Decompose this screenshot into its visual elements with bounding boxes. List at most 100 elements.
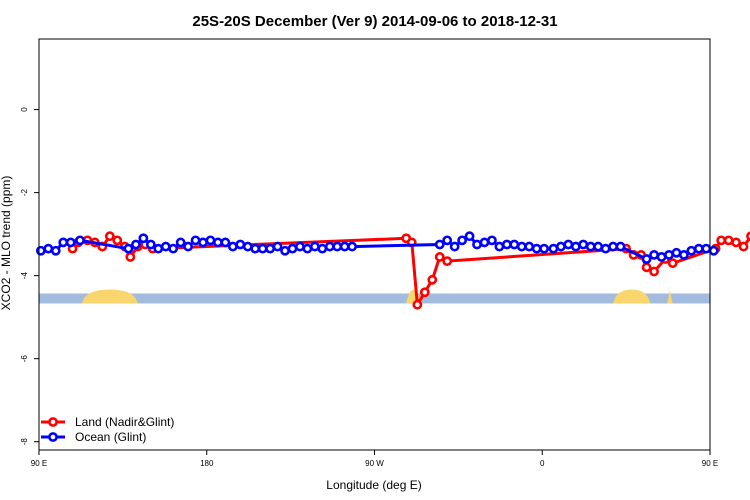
chart-title: 25S-20S December (Ver 9) 2014-09-06 to 2… [192,13,557,30]
data-point [487,235,497,246]
data-point [671,247,682,258]
data-point [563,239,574,250]
data-point [183,241,194,252]
data-point [656,252,667,262]
series-ocean [35,231,719,264]
x-axis-label: Longitude (deg E) [326,478,421,492]
data-point [738,241,749,252]
data-point [227,241,238,252]
legend-marker [48,417,58,427]
data-point [190,235,201,246]
data-point [324,241,335,252]
data-point [664,249,674,260]
data-point [701,243,712,254]
data-point [731,237,741,248]
data-point [287,243,298,254]
data-point [539,243,550,254]
data-point [123,243,134,254]
data-point [412,299,423,310]
data-point [302,243,313,254]
data-point [524,241,535,252]
data-point [145,239,156,250]
legend-entry: Land (Nadir&Glint) [41,415,174,429]
data-point [257,243,268,254]
land-segment [667,289,673,304]
ocean-strip [39,293,710,304]
data-point [434,239,445,250]
data-point [235,239,246,250]
data-point [708,245,719,256]
data-point [339,241,350,252]
legend: Land (Nadir&Glint)Ocean (Glint) [41,415,174,444]
y-axis: 0 -2 -4 -6 -8 [20,107,39,445]
data-point [442,256,453,267]
data-point [464,231,475,242]
data-point [641,254,652,264]
data-point [649,266,659,277]
x-tick-label: 90 W [365,459,384,468]
data-point [723,235,734,246]
legend-entry: Ocean (Glint) [41,430,146,444]
data-point [131,239,141,250]
x-tick-label: 0 [540,459,545,468]
data-point [125,252,136,262]
data-point [494,241,505,252]
data-point [693,243,704,254]
data-point [570,241,581,252]
data-point [509,239,520,250]
data-point [138,233,149,244]
y-axis-label: XCO2 - MLO trend (ppm) [0,176,13,311]
data-point [43,243,54,254]
data-point [309,241,320,252]
data-point [213,237,223,248]
data-point [501,239,512,250]
data-point [516,241,527,252]
data-point [104,231,115,242]
y-tick-label: 0 [20,107,29,112]
data-point [434,252,445,262]
data-point [555,241,566,252]
data-point [58,237,69,248]
y-tick-label: -2 [20,189,29,197]
land-segment [81,289,138,304]
data-point [531,243,542,254]
data-point [649,249,659,260]
data-point [608,241,618,252]
data-point [457,235,468,246]
data-point [585,241,596,252]
x-tick-label: 90 E [702,459,718,468]
data-point [168,243,179,254]
land-ocean-strip [39,289,710,304]
data-point [35,245,46,256]
data-point [746,231,750,241]
data-point [75,235,85,246]
y-tick-label: -8 [20,438,29,446]
data-point [112,235,123,246]
data-point [578,239,589,250]
data-point [615,241,626,252]
land-segment [613,289,651,304]
data-point [198,237,208,248]
x-tick-label: 90 E [31,459,47,468]
data-point [317,243,328,254]
data-point [250,243,261,254]
data-point [280,245,290,256]
data-point [220,237,231,248]
data-point [548,243,559,254]
data-point [295,241,305,252]
data-point [205,235,216,246]
y-tick-label: -4 [20,272,29,280]
data-point [175,237,186,248]
data-point [347,241,358,252]
data-point [479,237,490,248]
data-point [442,235,453,246]
data-point [679,249,689,260]
data-point [686,245,697,256]
data-point [472,239,482,250]
legend-marker [48,432,58,442]
data-point [153,243,164,254]
legend-label: Ocean (Glint) [75,430,146,444]
data-point [242,241,253,252]
y-tick-label: -6 [20,355,29,363]
